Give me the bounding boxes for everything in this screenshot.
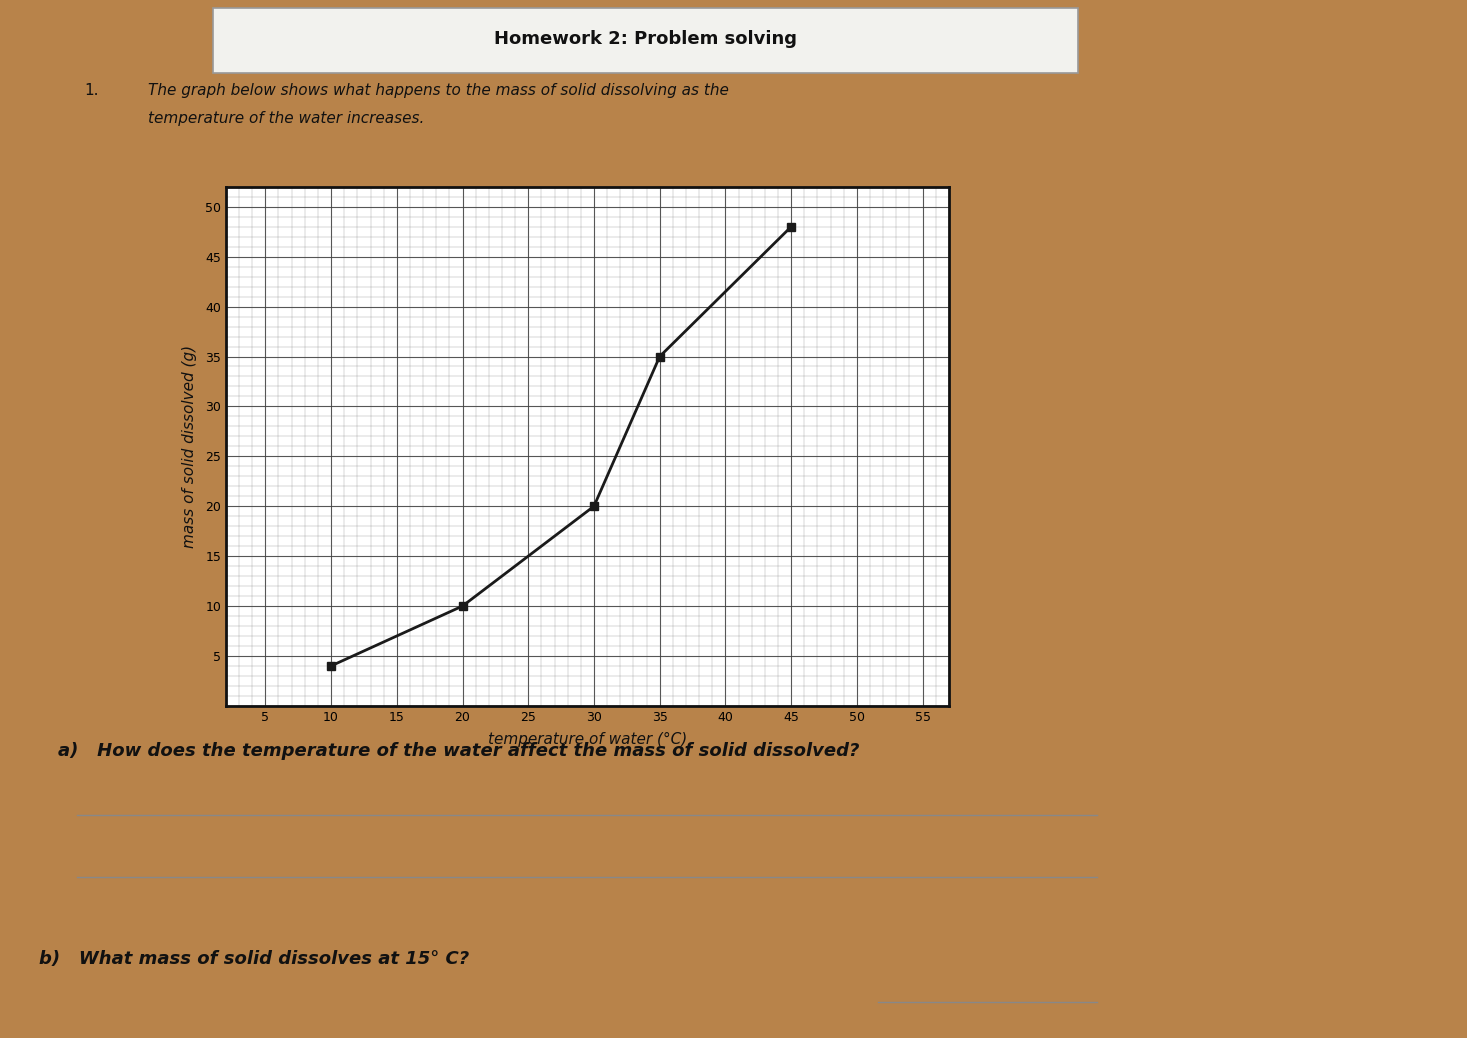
Text: 1.: 1. <box>84 83 98 98</box>
Text: temperature of the water increases.: temperature of the water increases. <box>148 111 425 126</box>
X-axis label: temperature of water (°C): temperature of water (°C) <box>487 732 687 747</box>
Text: b)   What mass of solid dissolves at 15° C?: b) What mass of solid dissolves at 15° C… <box>38 950 469 967</box>
Text: The graph below shows what happens to the mass of solid dissolving as the: The graph below shows what happens to th… <box>148 83 729 98</box>
FancyBboxPatch shape <box>213 8 1078 73</box>
Text: Homework 2: Problem solving: Homework 2: Problem solving <box>494 30 797 49</box>
Y-axis label: mass of solid dissolved (g): mass of solid dissolved (g) <box>182 345 197 548</box>
Text: a)   How does the temperature of the water affect the mass of solid dissolved?: a) How does the temperature of the water… <box>59 742 860 760</box>
